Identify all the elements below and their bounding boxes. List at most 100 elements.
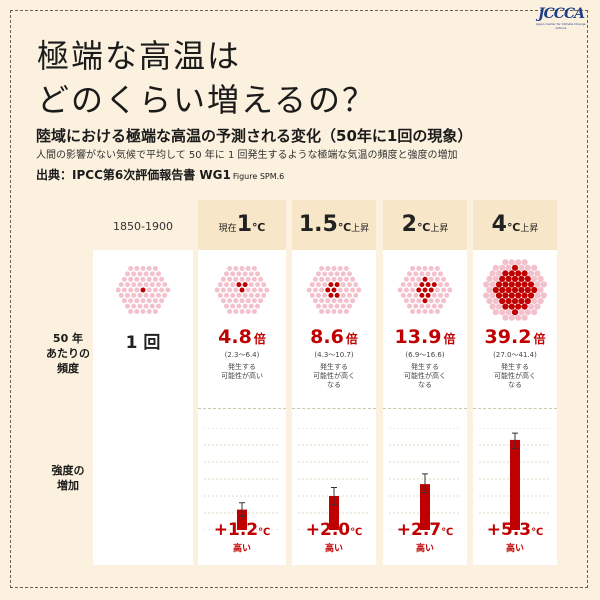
dot-light — [152, 298, 158, 304]
multiplier-range: (27.0〜41.4) — [493, 351, 537, 359]
intensity-increase: +5.3℃ — [473, 520, 557, 540]
intensity-high-label: 高い — [232, 544, 251, 554]
row-divider — [473, 408, 557, 410]
dot-light — [483, 292, 490, 299]
dot-light — [444, 282, 450, 288]
dot-light — [486, 286, 493, 294]
dot-red — [499, 275, 506, 282]
dot-light — [239, 298, 245, 304]
dot-light — [149, 282, 155, 288]
dot-light — [217, 282, 223, 288]
dot-light — [521, 314, 528, 321]
dot-red — [505, 275, 512, 282]
dot-light — [540, 281, 547, 288]
dot-light — [245, 266, 251, 271]
dot-light — [236, 292, 242, 298]
dot-light — [149, 292, 155, 298]
dot-red — [505, 298, 512, 305]
dot-red — [527, 281, 535, 288]
dot-light — [236, 271, 242, 277]
dot-red — [492, 286, 499, 294]
dot-light — [531, 264, 538, 271]
dot-red — [334, 292, 340, 298]
dot-red — [328, 282, 334, 288]
dot-light — [508, 259, 515, 266]
dot-light — [499, 309, 506, 316]
dot-light — [159, 298, 165, 304]
dot-light — [434, 287, 440, 293]
dot-light — [233, 309, 239, 314]
subtitle-description: 人間の影響がない気候で平均して 50 年に 1 回発生するような極端な気温の頻度… — [36, 150, 458, 161]
title-line-1: 極端な高温は — [37, 37, 242, 75]
dot-light — [156, 282, 161, 288]
dot-light — [438, 292, 443, 298]
dot-light — [325, 309, 331, 314]
dot-light — [143, 271, 149, 277]
row-divider — [292, 408, 376, 410]
intensity-high-label: 高い — [324, 544, 343, 554]
dot-light — [309, 282, 315, 288]
dot-light — [227, 276, 233, 282]
likelihood-line: 発生する — [320, 363, 348, 371]
dot-light — [492, 298, 499, 305]
dot-light — [350, 298, 356, 304]
dot-light — [316, 271, 321, 277]
intensity-chart — [204, 428, 280, 530]
dot-light — [531, 275, 538, 282]
dot-light — [134, 298, 140, 304]
dot-red — [502, 303, 509, 310]
dot-light — [343, 266, 349, 271]
dot-light — [248, 303, 254, 309]
title-line-2: どのくらい増えるの？ — [37, 81, 377, 119]
dot-red — [511, 264, 519, 271]
dot-red — [428, 287, 434, 293]
dot-red — [239, 287, 245, 293]
panel-header-suffix: 上昇 — [430, 224, 449, 234]
panel-header: 2℃上昇 — [383, 200, 467, 250]
dot-light — [255, 292, 260, 298]
dot-light — [261, 282, 267, 288]
likelihood-note: 発生する 可能性が高く なる — [383, 363, 467, 390]
dot-light — [343, 287, 349, 293]
dot-light — [325, 266, 331, 271]
dot-light — [492, 275, 499, 282]
dot-light — [441, 276, 447, 282]
dot-red — [508, 270, 515, 277]
dot-red — [515, 292, 522, 299]
dot-light — [347, 282, 352, 288]
dot-light — [227, 309, 233, 314]
panel-header-value: 2 — [401, 212, 417, 237]
multiplier-value: 39.2 — [484, 326, 532, 348]
dot-red — [334, 282, 340, 288]
panel-header-prefix: 現在 — [218, 224, 237, 234]
dot-light — [118, 282, 124, 288]
dot-light — [128, 287, 134, 293]
dot-light — [128, 276, 134, 282]
dot-light — [319, 309, 325, 314]
dot-red — [511, 275, 519, 282]
dot-light — [441, 287, 447, 293]
dot-light — [312, 287, 318, 293]
dot-light — [492, 309, 499, 316]
panel-header-label: 1850-1900 — [113, 220, 173, 233]
dot-light — [343, 276, 349, 282]
dot-light — [217, 292, 223, 298]
dot-light — [224, 271, 229, 277]
dot-cluster — [397, 266, 453, 314]
dot-light — [312, 298, 318, 304]
multiplier-value: 13.9 — [394, 326, 442, 348]
dot-light — [489, 303, 496, 310]
dot-light — [251, 276, 257, 282]
dot-light — [540, 292, 547, 299]
dot-red — [495, 281, 503, 288]
dot-light — [413, 271, 419, 277]
intensity-unit: ℃ — [258, 527, 271, 538]
dot-red — [422, 276, 428, 282]
dot-light — [134, 266, 140, 271]
dot-red — [419, 292, 425, 298]
dot-light — [121, 298, 127, 304]
dot-light — [165, 287, 171, 293]
dot-light — [534, 292, 541, 299]
dot-light — [347, 292, 352, 298]
likelihood-line: 発生する — [501, 363, 529, 371]
